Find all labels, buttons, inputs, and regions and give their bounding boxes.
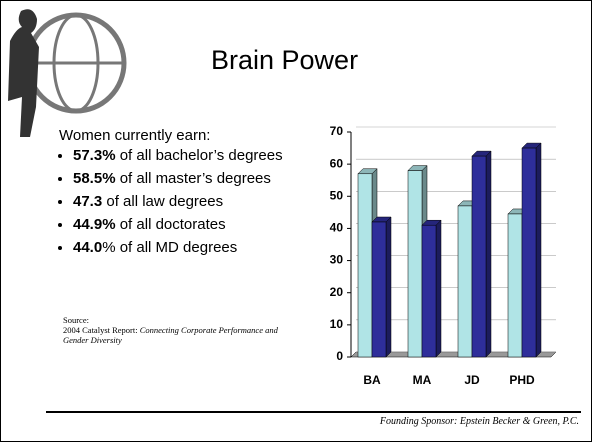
- bullet: 47.3 of all law degrees: [73, 193, 313, 211]
- silhouette: [8, 9, 39, 138]
- source-label: Source:: [63, 315, 89, 325]
- bullet-figure: 44.9%: [73, 216, 116, 233]
- x-tick-label: JD: [464, 373, 480, 387]
- bullet-text: of all law degrees: [102, 193, 224, 210]
- bullet: 44.0% of all MD degrees: [73, 239, 313, 257]
- y-tick-label: 20: [330, 285, 344, 299]
- footer: Founding Sponsor: Epstein Becker & Green…: [379, 416, 579, 427]
- bullet-figure: 47.3: [73, 193, 103, 210]
- source-title: Connecting Corporate Performance and Gen…: [63, 325, 278, 345]
- y-tick-label: 40: [330, 221, 344, 235]
- bullet-figure: 57.3%: [73, 147, 116, 164]
- y-tick-label: 10: [330, 317, 344, 331]
- x-tick-label: BA: [363, 373, 381, 387]
- bar: [371, 221, 387, 358]
- slide-title: Brain Power: [211, 45, 359, 75]
- bullet-text: % of all MD degrees: [102, 239, 238, 256]
- footer-rule: [46, 411, 581, 413]
- bullet-figure: 58.5%: [73, 170, 116, 187]
- bar-side: [435, 219, 442, 358]
- bar: [507, 213, 523, 358]
- bullet: 57.3% of all bachelor’s degrees: [73, 147, 313, 165]
- bar: [457, 205, 473, 358]
- y-tick-label: 30: [330, 253, 344, 267]
- y-tick-label: 60: [330, 156, 344, 170]
- bar: [421, 224, 437, 358]
- bar: [357, 173, 373, 358]
- bullet-figure: 44.0: [73, 239, 103, 256]
- bullet-text: of all doctorates: [115, 216, 226, 233]
- bar-side: [385, 216, 392, 358]
- bar: [471, 155, 487, 358]
- bar: [407, 170, 423, 358]
- y-tick-label: 0: [336, 349, 343, 363]
- y-tick-label: 50: [330, 188, 344, 202]
- bullet-text: of all bachelor’s degrees: [115, 147, 283, 164]
- source: Source: 2004 Catalyst Report: Connecting…: [63, 315, 293, 345]
- bullet: 44.9% of all doctorates: [73, 216, 313, 234]
- source-line: 2004 Catalyst Report:: [63, 325, 140, 335]
- bullet: 58.5% of all master’s degrees: [73, 170, 313, 188]
- bar-side: [535, 142, 542, 358]
- x-tick-label: MA: [413, 373, 432, 387]
- intro: Women currently earn:: [59, 127, 211, 144]
- bullet-list: 57.3% of all bachelor’s degrees 58.5% of …: [51, 147, 313, 262]
- x-tick-label: PHD: [509, 373, 535, 387]
- bar: [521, 147, 537, 358]
- bar-side: [485, 150, 492, 358]
- bullet-text: of all master’s degrees: [115, 170, 271, 187]
- logo: [8, 9, 127, 138]
- y-tick-label: 70: [330, 124, 344, 138]
